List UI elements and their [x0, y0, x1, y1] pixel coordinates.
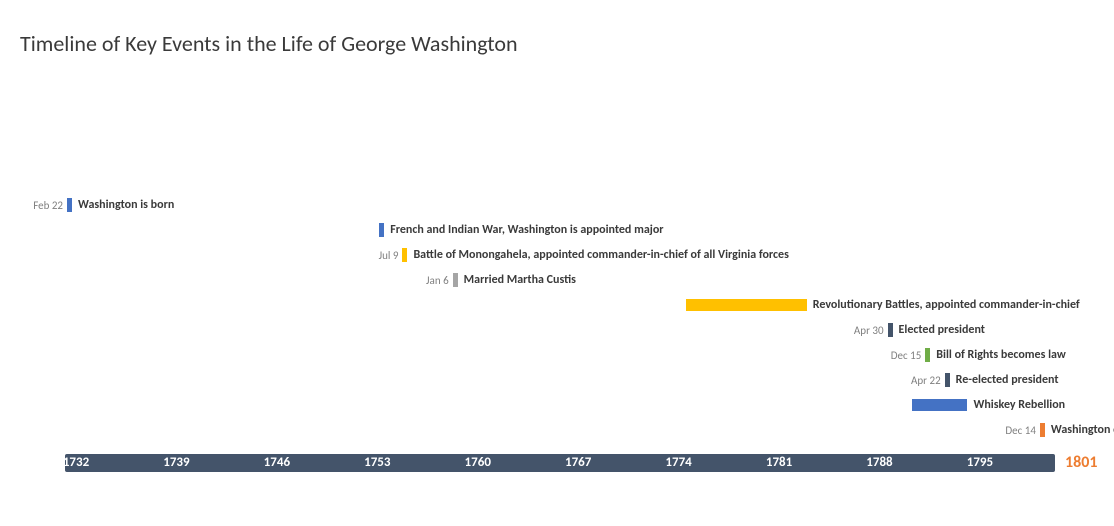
event-bar [686, 299, 807, 311]
event-date: Feb 22 [33, 199, 63, 212]
event-label: Bill of Rights becomes law [936, 348, 1066, 362]
axis-tick-label: 1753 [364, 455, 390, 470]
event-tick [888, 323, 893, 337]
timeline-event: French and Indian War, Washington is app… [379, 219, 663, 241]
axis-tick-label: 1732 [63, 455, 89, 470]
event-date: Jan 6 [426, 274, 449, 287]
timeline-axis: 1732 1739 1746 1753 1760 1767 1774 1781 1788 1795 [65, 454, 1055, 472]
event-label: Elected president [899, 323, 985, 337]
event-label: Married Martha Custis [464, 273, 576, 287]
event-bar [912, 399, 968, 411]
axis-tick-label: 1788 [866, 455, 892, 470]
timeline-event: Apr 30Elected president [888, 319, 985, 341]
event-tick [945, 373, 950, 387]
axis-tick-label: 1760 [465, 455, 491, 470]
event-date: Jul 9 [379, 249, 399, 262]
event-label: Whiskey Rebellion [973, 398, 1065, 412]
event-tick [379, 223, 384, 237]
event-date: Apr 22 [911, 374, 941, 387]
event-date: Dec 14 [1005, 424, 1036, 437]
axis-end-label: 1801 [1065, 453, 1097, 472]
event-tick [1040, 423, 1045, 437]
timeline-event: Dec 15Bill of Rights becomes law [925, 344, 1066, 366]
axis-tick-label: 1767 [565, 455, 591, 470]
timeline-event: Jan 6Married Martha Custis [453, 269, 576, 291]
timeline-event: Dec 14Washington dies [1040, 419, 1114, 441]
event-tick [925, 348, 930, 362]
event-tick [67, 198, 72, 212]
event-label: Revolutionary Battles, appointed command… [813, 298, 1080, 312]
axis-tick-label: 1781 [766, 455, 792, 470]
timeline-event: Jul 9Battle of Monongahela, appointed co… [402, 244, 788, 266]
axis-tick-label: 1739 [163, 455, 189, 470]
event-label: Battle of Monongahela, appointed command… [413, 248, 788, 262]
axis-tick-label: 1746 [264, 455, 290, 470]
event-tick [402, 248, 407, 262]
axis-tick-label: 1795 [967, 455, 993, 470]
timeline-event: Feb 22Washington is born [67, 194, 174, 216]
event-label: French and Indian War, Washington is app… [390, 223, 663, 237]
event-label: Re-elected president [956, 373, 1059, 387]
event-tick [453, 273, 458, 287]
event-date: Dec 15 [891, 349, 922, 362]
event-date: Apr 30 [854, 324, 884, 337]
event-label: Washington dies [1051, 423, 1114, 437]
axis-tick-label: 1774 [665, 455, 691, 470]
timeline-chart: 1732 1739 1746 1753 1760 1767 1774 1781 1788 1795… [0, 0, 1114, 526]
timeline-event: Apr 22Re-elected president [945, 369, 1059, 391]
timeline-event: Revolutionary Battles, appointed command… [686, 294, 1079, 316]
timeline-event: Whiskey Rebellion [912, 394, 1066, 416]
event-label: Washington is born [78, 198, 174, 212]
